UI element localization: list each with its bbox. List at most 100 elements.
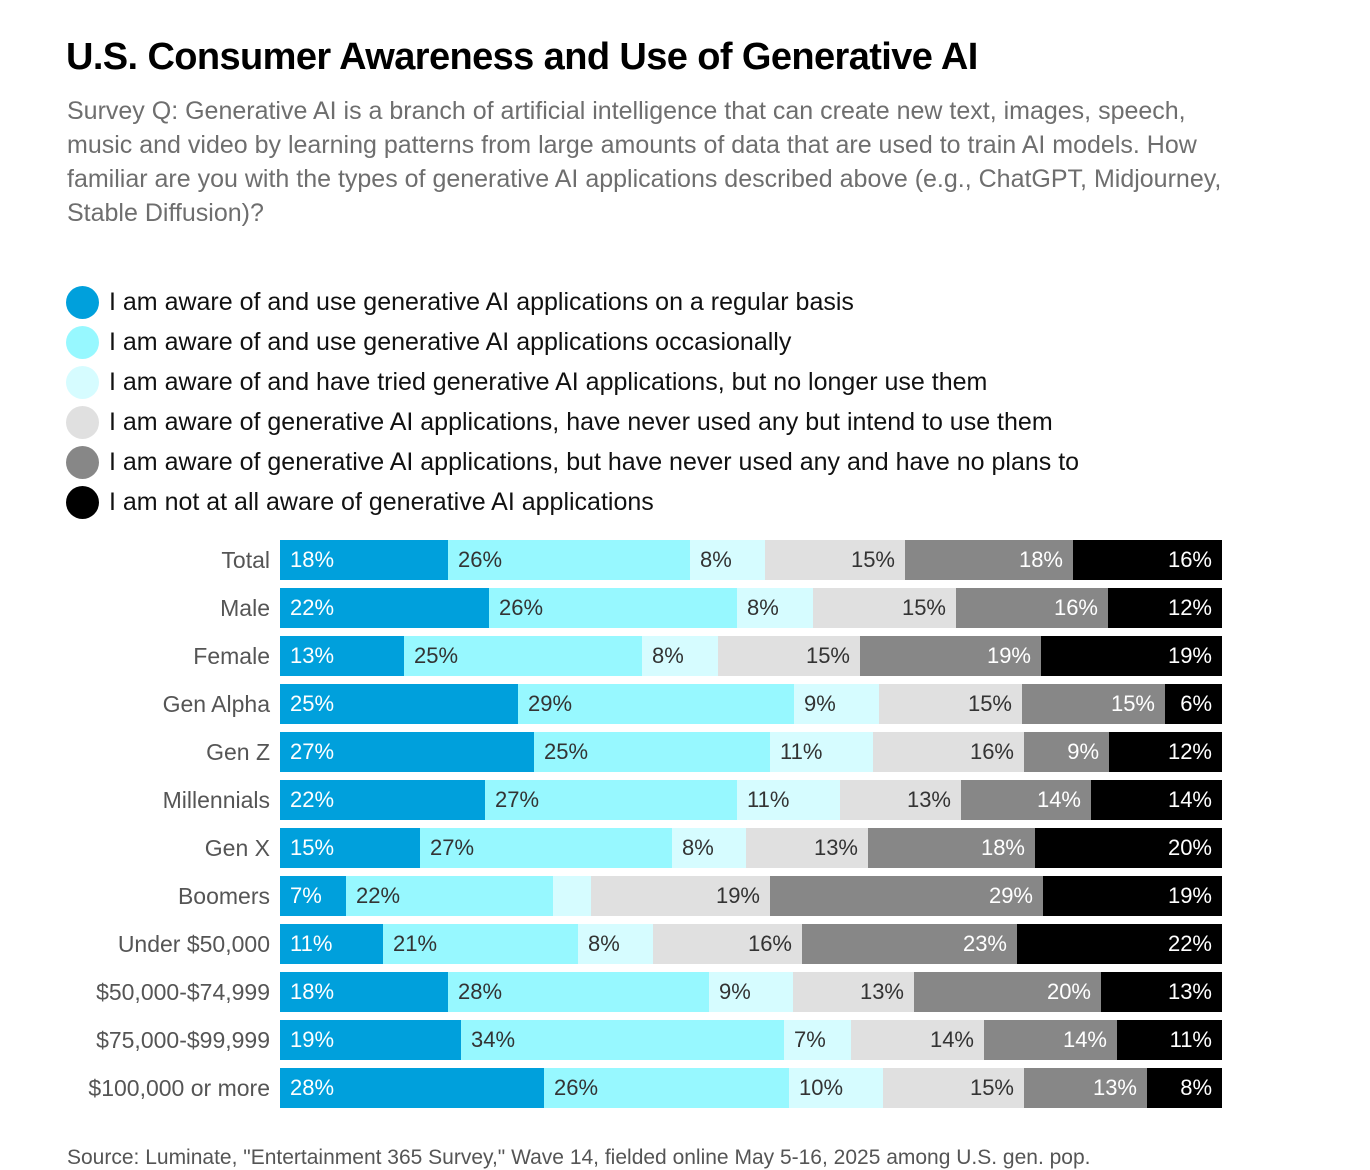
bar-segment: 22% [280, 780, 485, 820]
stacked-bar: 27% 25% 11% 16% 9% 12% [280, 732, 1222, 772]
bar-segment: 11% [770, 732, 873, 772]
bar-segment: 26% [489, 588, 737, 628]
legend-swatch [66, 485, 99, 519]
bar-segment: 28% [280, 1068, 544, 1108]
chart-source-note: Source: Luminate, "Entertainment 365 Sur… [67, 1146, 1091, 1169]
legend-swatch [66, 325, 99, 359]
stacked-bar: 15% 27% 8% 13% 18% 20% [280, 828, 1222, 868]
bar-segment: 7% [784, 1020, 851, 1060]
bar-segment: 8% [737, 588, 813, 628]
bar-segment: 19% [1043, 876, 1222, 916]
stacked-bar: 11% 21% 8% 16% 23% 22% [280, 924, 1222, 964]
bar-segment: 15% [883, 1068, 1024, 1108]
bar-segment: 23% [802, 924, 1017, 964]
category-label: Boomers [177, 883, 270, 909]
chart-row: $100,000 or more 28% 26% 10% 15% 13% 8% [0, 1068, 1370, 1108]
bar-segment: 18% [280, 972, 448, 1012]
legend-item: I am aware of and use generative AI appl… [66, 322, 1079, 362]
bar-segment: 27% [280, 732, 534, 772]
stacked-bar: 18% 28% 9% 13% 20% 13% [280, 972, 1222, 1012]
bar-segment: 19% [280, 1020, 461, 1060]
category-label: Total [221, 547, 270, 573]
stacked-bar: 22% 27% 11% 13% 14% 14% [280, 780, 1222, 820]
legend-item: I am aware of and have tried generative … [66, 362, 1079, 402]
legend-swatch [66, 445, 99, 479]
bar-segment: 7% [280, 876, 346, 916]
bar-segment: 22% [346, 876, 553, 916]
bar-segment: 15% [718, 636, 860, 676]
bar-segment: 20% [914, 972, 1101, 1012]
legend-label: I am aware of generative AI applications… [109, 447, 1080, 476]
bar-segment: 15% [879, 684, 1022, 724]
chart-row: Under $50,000 11% 21% 8% 16% 23% 22% [0, 924, 1370, 964]
bar-segment: 20% [1035, 828, 1222, 868]
legend-label: I am not at all aware of generative AI a… [109, 487, 654, 516]
bar-segment: 12% [1108, 588, 1222, 628]
bar-segment: 9% [794, 684, 879, 724]
category-label: Gen X [204, 835, 270, 861]
bar-segment: 13% [280, 636, 404, 676]
legend-label: I am aware of generative AI applications… [109, 407, 1053, 436]
chart-title: U.S. Consumer Awareness and Use of Gener… [66, 36, 978, 78]
chart-row: Total 18% 26% 8% 15% 18% 16% [0, 540, 1370, 580]
category-label: Male [220, 595, 270, 621]
legend-swatch [66, 405, 99, 439]
bar-segment: 8% [578, 924, 653, 964]
chart-row: Female 13% 25% 8% 15% 19% 19% [0, 636, 1370, 676]
bar-segment: 13% [840, 780, 961, 820]
bar-segment: 11% [1117, 1020, 1222, 1060]
bar-segment: 26% [544, 1068, 789, 1108]
bar-segment: 21% [383, 924, 578, 964]
legend-item: I am not at all aware of generative AI a… [66, 482, 1079, 522]
bar-segment: 15% [1022, 684, 1165, 724]
legend-item: I am aware of generative AI applications… [66, 402, 1079, 442]
bar-segment: 16% [653, 924, 802, 964]
stacked-bar: 7% 22% 19% 29% 19% [280, 876, 1222, 916]
chart-legend: I am aware of and use generative AI appl… [66, 282, 1079, 522]
stacked-bar: 25% 29% 9% 15% 15% 6% [280, 684, 1222, 724]
legend-swatch [66, 285, 99, 319]
bar-segment: 10% [789, 1068, 883, 1108]
legend-swatch [66, 365, 99, 399]
category-label: Millennials [162, 787, 270, 813]
bar-segment: 13% [1024, 1068, 1147, 1108]
bar-segment: 14% [984, 1020, 1117, 1060]
legend-item: I am aware of and use generative AI appl… [66, 282, 1079, 322]
chart-row: $75,000-$99,999 19% 34% 7% 14% 14% 11% [0, 1020, 1370, 1060]
category-label: $100,000 or more [88, 1075, 270, 1101]
bar-segment: 22% [1017, 924, 1222, 964]
bar-segment: 14% [1091, 780, 1222, 820]
chart-subtitle: Survey Q: Generative AI is a branch of a… [67, 97, 1222, 227]
bar-segment: 19% [591, 876, 770, 916]
bar-segment: 16% [1073, 540, 1222, 580]
legend-label: I am aware of and use generative AI appl… [109, 287, 854, 316]
bar-segment: 13% [793, 972, 914, 1012]
category-label: Female [193, 643, 270, 669]
category-label: Under $50,000 [117, 931, 270, 957]
legend-label: I am aware of and use generative AI appl… [109, 327, 792, 356]
bar-segment: 19% [1041, 636, 1222, 676]
bar-segment: 15% [765, 540, 905, 580]
stacked-bar: 28% 26% 10% 15% 13% 8% [280, 1068, 1222, 1108]
stacked-bar: 22% 26% 8% 15% 16% 12% [280, 588, 1222, 628]
bar-segment: 18% [868, 828, 1035, 868]
category-label: $50,000-$74,999 [96, 979, 270, 1005]
chart-row: Male 22% 26% 8% 15% 16% 12% [0, 588, 1370, 628]
stacked-bar: 18% 26% 8% 15% 18% 16% [280, 540, 1222, 580]
legend-item: I am aware of generative AI applications… [66, 442, 1079, 482]
bar-segment: 26% [448, 540, 690, 580]
bar-segment: 22% [280, 588, 489, 628]
bar-segment: 12% [1109, 732, 1222, 772]
category-label: Gen Alpha [162, 691, 270, 717]
legend-label: I am aware of and have tried generative … [109, 367, 988, 396]
bar-segment: 16% [873, 732, 1024, 772]
bar-segment: 9% [709, 972, 793, 1012]
category-label: Gen Z [206, 739, 270, 765]
bar-segment: 27% [420, 828, 672, 868]
bar-segment: 8% [642, 636, 718, 676]
bar-segment: 25% [534, 732, 770, 772]
bar-segment: 11% [737, 780, 840, 820]
bar-segment: 8% [690, 540, 765, 580]
bar-segment: 9% [1024, 732, 1109, 772]
bar-segment: 8% [1147, 1068, 1222, 1108]
